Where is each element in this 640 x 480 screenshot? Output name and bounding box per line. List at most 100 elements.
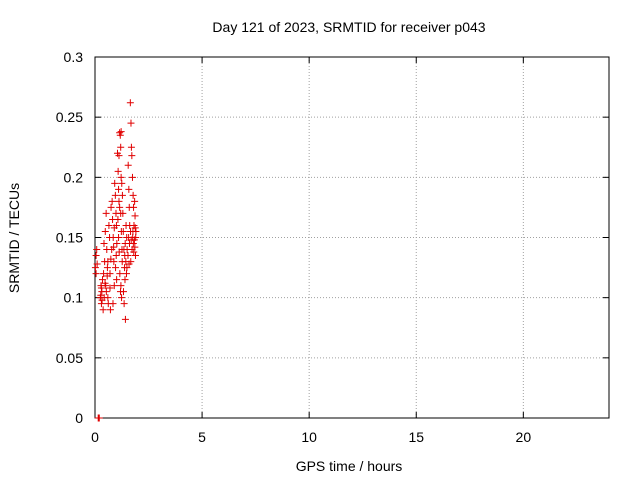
data-point bbox=[131, 243, 139, 251]
data-point bbox=[111, 179, 119, 187]
data-point bbox=[118, 179, 126, 187]
data-point bbox=[129, 191, 137, 199]
data-point bbox=[110, 282, 118, 290]
data-point bbox=[126, 99, 134, 107]
x-axis: 0 5 10 15 20 bbox=[91, 57, 531, 445]
data-point bbox=[92, 252, 100, 260]
data-point bbox=[106, 284, 114, 292]
data-point bbox=[108, 197, 116, 205]
data-point bbox=[110, 258, 118, 266]
data-point bbox=[97, 284, 105, 292]
y-tick-label: 0.15 bbox=[56, 230, 83, 246]
y-tick-label: 0.1 bbox=[64, 290, 84, 306]
data-point bbox=[131, 212, 139, 220]
data-point bbox=[119, 209, 127, 217]
data-point bbox=[97, 300, 105, 308]
grid-lines bbox=[95, 57, 609, 418]
data-point bbox=[115, 234, 123, 241]
data-point bbox=[118, 191, 126, 199]
data-point bbox=[125, 185, 133, 193]
data-point bbox=[121, 276, 129, 284]
data-point bbox=[131, 224, 139, 232]
data-point bbox=[102, 288, 110, 296]
y-tick-label: 0.2 bbox=[64, 169, 84, 185]
data-points bbox=[91, 99, 140, 422]
data-point bbox=[122, 270, 130, 278]
data-point bbox=[128, 152, 136, 160]
data-point bbox=[93, 260, 101, 268]
y-tick-label: 0.25 bbox=[56, 109, 83, 125]
data-point bbox=[107, 203, 115, 211]
y-tick-label: 0 bbox=[75, 410, 83, 426]
y-axis-label: SRMTID / TECUs bbox=[6, 183, 22, 293]
x-tick-label: 0 bbox=[91, 429, 99, 445]
data-point bbox=[100, 270, 108, 278]
data-point bbox=[91, 264, 99, 272]
data-point bbox=[112, 221, 120, 229]
data-point bbox=[129, 240, 137, 248]
data-point bbox=[118, 294, 126, 302]
data-point bbox=[124, 252, 132, 260]
data-point bbox=[117, 128, 125, 136]
data-point bbox=[119, 227, 127, 235]
data-point bbox=[130, 203, 138, 211]
data-point bbox=[120, 300, 128, 308]
data-point bbox=[131, 197, 139, 205]
data-point bbox=[101, 279, 109, 287]
data-point bbox=[117, 282, 125, 290]
x-tick-label: 15 bbox=[408, 429, 424, 445]
data-point bbox=[116, 129, 124, 137]
x-tick-label: 5 bbox=[198, 429, 206, 445]
data-point bbox=[92, 270, 100, 278]
data-point bbox=[116, 203, 124, 211]
data-point bbox=[103, 264, 111, 272]
data-point bbox=[130, 248, 138, 256]
data-point bbox=[127, 119, 135, 127]
x-tick-label: 20 bbox=[516, 429, 532, 445]
data-point bbox=[119, 288, 127, 296]
data-point bbox=[117, 143, 125, 151]
x-axis-label: GPS time / hours bbox=[296, 458, 403, 474]
data-point bbox=[131, 252, 139, 260]
data-point bbox=[106, 306, 114, 314]
x-tick-label: 10 bbox=[301, 429, 317, 445]
data-point bbox=[123, 264, 131, 272]
data-point bbox=[95, 414, 103, 422]
data-point bbox=[93, 246, 101, 254]
data-point bbox=[110, 243, 118, 251]
data-point bbox=[128, 173, 136, 181]
chart-title: Day 121 of 2023, SRMTID for receiver p04… bbox=[212, 19, 485, 35]
data-point bbox=[127, 258, 135, 266]
data-point bbox=[115, 152, 123, 160]
data-point bbox=[121, 315, 129, 323]
data-point bbox=[114, 167, 122, 175]
data-point bbox=[127, 143, 135, 151]
data-point bbox=[130, 236, 138, 244]
data-point bbox=[115, 185, 123, 193]
data-point bbox=[106, 270, 114, 278]
data-point bbox=[112, 252, 120, 260]
y-axis: 0 0.05 0.1 0.15 0.2 0.25 0.3 bbox=[56, 49, 609, 426]
data-point bbox=[113, 276, 121, 284]
data-point bbox=[124, 161, 132, 169]
y-tick-label: 0.3 bbox=[64, 49, 84, 65]
data-point bbox=[115, 197, 123, 205]
data-point bbox=[98, 276, 106, 284]
data-point bbox=[111, 191, 119, 199]
data-point bbox=[113, 240, 121, 248]
data-point bbox=[102, 209, 110, 217]
data-point bbox=[101, 227, 109, 235]
data-point bbox=[114, 215, 122, 223]
data-point bbox=[104, 294, 112, 302]
data-point bbox=[116, 270, 124, 278]
data-point bbox=[109, 300, 117, 308]
data-point bbox=[132, 227, 140, 235]
y-tick-label: 0.05 bbox=[56, 350, 83, 366]
data-point bbox=[117, 173, 125, 181]
data-point bbox=[100, 240, 108, 248]
data-point bbox=[105, 221, 113, 229]
plot-area-frame bbox=[94, 56, 610, 419]
data-point bbox=[112, 264, 120, 272]
data-point bbox=[99, 306, 107, 314]
